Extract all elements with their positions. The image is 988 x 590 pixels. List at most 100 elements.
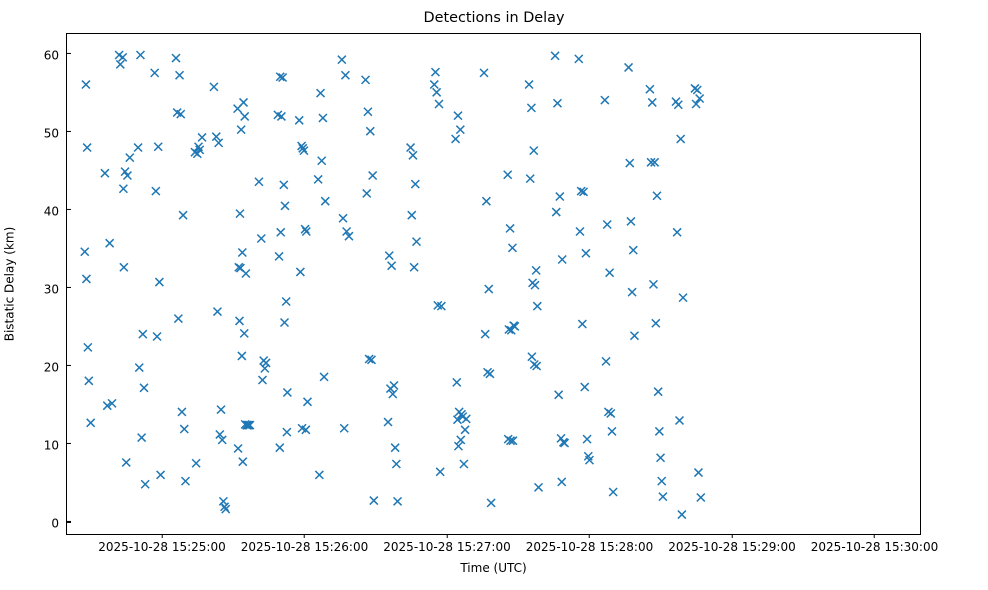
scatter-marker [383,417,393,427]
scatter-marker [527,352,537,362]
scatter-plot-canvas [67,34,920,534]
scatter-marker [411,237,422,247]
scatter-series [80,50,706,520]
scatter-marker [275,72,285,82]
scatter-marker [452,415,463,425]
scatter-marker [135,50,145,60]
scatter-marker [674,415,685,425]
scatter-marker [242,420,252,430]
scatter-marker [678,293,688,303]
scatter-marker [560,438,570,448]
y-tick: 50 [44,122,71,141]
scatter-marker [555,192,565,202]
scatter-marker [254,177,264,187]
scatter-marker [153,142,163,152]
scatter-marker [627,287,637,297]
scatter-marker [340,70,350,80]
scatter-marker [608,487,618,497]
scatter-marker [105,238,115,248]
scatter-marker [653,387,663,397]
scatter-marker [313,174,323,184]
scatter-marker [300,224,310,234]
x-axis-label: Time (UTC) [460,561,527,575]
scatter-marker [294,115,304,125]
scatter-marker [320,196,330,206]
scatter-marker [240,111,250,121]
scatter-marker [646,157,656,167]
scatter-marker [100,168,110,178]
scatter-marker [102,401,112,411]
scatter-marker [574,54,584,64]
y-tick-mark [67,365,71,367]
scatter-marker [365,126,375,136]
scatter-marker [361,75,371,85]
scatter-marker [658,492,668,502]
scatter-marker [338,213,348,223]
scatter-marker [625,158,635,168]
scatter-marker [239,328,249,338]
scatter-marker [318,113,328,123]
scatter-marker [282,387,292,397]
scatter-marker [433,300,443,310]
scatter-markers-svg [80,50,706,520]
scatter-marker [408,150,418,160]
scatter-marker [486,498,496,508]
scatter-marker [175,70,185,80]
scatter-marker [364,354,374,364]
scatter-marker [451,134,461,144]
scatter-marker [197,132,207,142]
scatter-marker [652,191,662,201]
scatter-marker [125,153,135,163]
scatter-marker [118,184,128,194]
y-tick-mark [67,209,71,211]
scatter-marker [150,68,160,78]
y-axis-label-text: Bistatic Delay (km) [2,226,16,342]
scatter-marker [366,355,376,365]
scatter-marker [342,226,352,237]
scatter-marker [81,80,91,90]
scatter-marker [119,262,129,272]
scatter-marker [503,170,513,180]
scatter-marker [693,468,703,478]
scatter-marker [384,251,394,261]
y-axis-label: Bistatic Delay (km) [0,33,18,535]
scatter-marker [579,187,589,197]
scatter-marker [696,492,706,502]
scatter-marker [118,52,128,62]
scatter-marker [236,125,246,135]
x-tick: 2025-10-28 15:25:00 [98,534,226,555]
scatter-marker [650,157,660,167]
y-tick-mark [67,52,71,55]
scatter-marker [607,426,617,436]
y-tick: 40 [44,200,71,219]
scatter-marker [220,502,230,512]
y-tick: 0 [51,512,71,531]
y-tick-mark [67,131,71,133]
scatter-marker [221,504,231,514]
x-tick-mark [873,534,876,538]
scatter-marker [171,53,181,63]
scatter-marker [238,457,248,467]
scatter-marker [256,233,266,244]
scatter-marker [529,146,539,156]
scatter-marker [316,88,326,98]
scatter-marker [317,156,327,166]
scatter-marker [654,426,664,436]
scatter-marker [140,479,150,489]
scatter-marker [369,496,379,506]
scatter-marker [432,87,442,97]
scatter-marker [480,329,490,339]
scatter-marker [551,207,561,217]
x-tick: 2025-10-28 15:29:00 [668,534,796,555]
scatter-marker [390,443,400,453]
plot-axes: 0 10 20 30 40 50 60 2025-10-28 15:25:00 2025-10… [44,33,938,554]
y-tick: 60 [44,44,71,63]
scatter-marker [139,383,149,393]
scatter-marker [385,384,395,394]
y-tick: 30 [44,278,71,297]
y-tick-mark [67,287,71,289]
scatter-marker [179,424,189,434]
scatter-marker [388,389,398,399]
scatter-marker [235,209,245,219]
